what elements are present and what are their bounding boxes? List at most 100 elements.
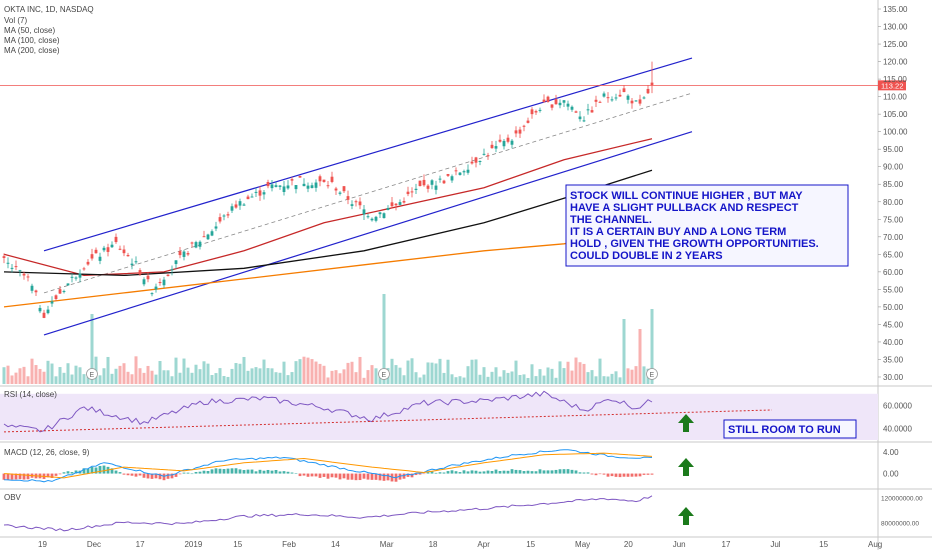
macd-histogram-bar [14, 473, 18, 480]
rsi-trend-line [3, 409, 773, 433]
candle-body [646, 88, 650, 94]
earnings-marker-label: E [90, 372, 95, 379]
volume-bar [294, 361, 298, 384]
macd-histogram-bar [594, 473, 598, 476]
macd-histogram-bar [430, 471, 434, 474]
candle-body [78, 273, 82, 278]
macd-histogram-bar [414, 473, 418, 476]
candle-body [558, 102, 562, 106]
volume-bar [430, 362, 434, 384]
macd-histogram-bar [122, 473, 126, 475]
macd-histogram-bar [2, 473, 6, 480]
volume-bar [322, 365, 326, 384]
rsi-label: RSI (14, close) [4, 390, 57, 399]
price-tick-label: 110.00 [883, 93, 907, 102]
macd-histogram-bar [634, 473, 638, 477]
price-tick-label: 95.00 [883, 145, 904, 154]
volume-bar [490, 371, 494, 384]
volume-bar [554, 377, 558, 384]
volume-bar [178, 372, 182, 384]
candle-body [414, 188, 418, 190]
candle-body [150, 293, 154, 295]
volume-bar [342, 369, 346, 384]
macd-histogram-bar [550, 470, 554, 474]
macd-histogram-bar [358, 473, 362, 481]
candle-body [70, 276, 74, 278]
macd-histogram-bar [62, 472, 66, 474]
earnings-marker-icon[interactable] [86, 368, 98, 380]
annotation-box[interactable] [565, 184, 849, 267]
candle-body [614, 97, 618, 99]
volume-bar [602, 376, 606, 384]
candle-body [534, 111, 538, 113]
volume-bar [130, 374, 134, 384]
candle-body [562, 100, 566, 103]
candle-body [610, 99, 614, 101]
macd-histogram-bar [450, 470, 454, 474]
annotation-line-1: STOCK WILL CONTINUE HIGHER , BUT MAY [570, 190, 803, 202]
macd-histogram-bar [542, 470, 546, 474]
macd-histogram-bar [230, 468, 234, 474]
macd-histogram-bar [458, 472, 462, 474]
candle-body [594, 99, 598, 102]
candle-body [470, 161, 474, 164]
candle-body [38, 307, 42, 312]
macd-histogram-bar [74, 470, 78, 474]
volume-bar [22, 366, 26, 384]
earnings-marker-icon[interactable] [378, 368, 390, 380]
candle-body [446, 173, 450, 176]
volume-bar [530, 364, 534, 384]
macd-histogram-bar [442, 472, 446, 474]
volume-bar [634, 366, 638, 384]
candle-body [14, 266, 18, 268]
macd-histogram-bar [222, 469, 226, 474]
volume-bar [154, 374, 158, 384]
volume-bar [426, 362, 430, 384]
macd-histogram-bar [6, 473, 10, 480]
candle-body [182, 251, 186, 257]
candle-body [362, 209, 366, 215]
volume-bar [598, 358, 602, 384]
candle-body [142, 279, 146, 285]
macd-histogram-bar [254, 471, 258, 474]
volume-bar [246, 370, 250, 384]
channel-upper-line [43, 57, 693, 252]
candle-body [250, 196, 254, 198]
volume-bar [138, 368, 142, 384]
candle-body [554, 99, 558, 105]
volume-bar [166, 370, 170, 384]
candle-body [310, 185, 314, 189]
rsi-annotation-box[interactable] [723, 419, 857, 439]
candle-body [370, 218, 374, 221]
candle-body [126, 254, 130, 257]
time-tick-label: 17 [136, 540, 145, 549]
macd-histogram-bar [318, 473, 322, 478]
volume-bar [102, 368, 106, 384]
volume-bar [90, 314, 94, 384]
volume-bar [422, 374, 426, 384]
time-tick-label: Jul [770, 540, 780, 549]
channel-lower-line [43, 131, 693, 336]
volume-bar [346, 362, 350, 384]
macd-histogram-bar [650, 473, 654, 475]
candle-body [622, 88, 626, 93]
macd-histogram-bar [498, 470, 502, 474]
time-tick-label: 18 [429, 540, 438, 549]
earnings-marker-icon[interactable] [646, 368, 658, 380]
candle-body [386, 208, 390, 210]
volume-bar [394, 365, 398, 384]
volume-bar [326, 377, 330, 384]
macd-histogram-bar [306, 473, 310, 477]
macd-histogram-bar [302, 473, 306, 476]
candle-body [642, 97, 646, 99]
macd-histogram-bar [422, 473, 426, 475]
macd-histogram-bar [530, 471, 534, 474]
volume-bar [206, 363, 210, 384]
price-tick-label: 60.00 [883, 268, 904, 277]
macd-histogram-bar [334, 473, 338, 478]
volume-bar [434, 363, 438, 384]
macd-histogram-bar [46, 473, 50, 478]
candle-body [438, 178, 442, 180]
